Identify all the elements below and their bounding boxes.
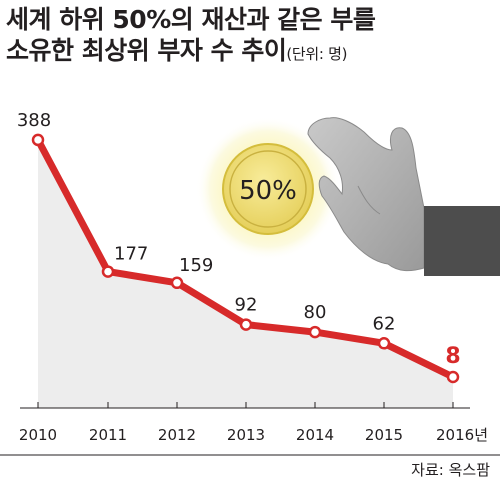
- data-point: [170, 276, 184, 290]
- coin-inner-ring: [229, 150, 307, 228]
- coin-illustration: 50%: [196, 117, 340, 261]
- title-line-1: 세계 하위 50%의 재산과 같은 부를: [6, 5, 376, 34]
- title-line-2-text: 소유한 최상위 부자 수 추이: [6, 36, 287, 65]
- plot-area: 388 177 159 92 80 62 8 2010 2011 2012 2013 2014 2015: [0, 110, 500, 456]
- data-point: [239, 318, 253, 331]
- data-point: [31, 133, 45, 147]
- x-tick-label: 2012: [158, 426, 196, 444]
- x-tick-label: 2013: [227, 426, 265, 444]
- hand-illustration: [307, 117, 500, 276]
- data-point: [308, 325, 322, 339]
- data-point: [446, 370, 460, 384]
- hand-icon: [307, 117, 425, 272]
- data-label: 80: [304, 302, 327, 323]
- title-line-2: 소유한 최상위 부자 수 추이(단위: 명): [6, 35, 375, 70]
- data-point: [377, 337, 391, 350]
- x-tick-label: 2011: [89, 426, 127, 444]
- source-note: 자료: 옥스팜: [411, 461, 490, 479]
- data-label: 388: [17, 110, 51, 131]
- coin: [222, 143, 314, 235]
- x-tick-label-2016: 2016년: [436, 426, 488, 444]
- data-label: 92: [235, 295, 258, 316]
- chart-title: 세계 하위 50%의 재산과 같은 부를 소유한 최상위 부자 수 추이(단위:…: [6, 4, 376, 70]
- data-point: [101, 265, 115, 278]
- coin-label: 50%: [239, 176, 297, 206]
- unit-label: (단위: 명): [286, 45, 348, 63]
- x-tick-label: 2015: [365, 426, 403, 444]
- data-label: 8: [445, 344, 460, 369]
- data-label: 159: [179, 255, 213, 276]
- x-tick-label: 2014: [296, 426, 334, 444]
- data-label: 62: [373, 313, 396, 334]
- hand-crease: [357, 185, 381, 215]
- x-tick-label: 2010: [19, 426, 57, 444]
- sleeve-cuff: [424, 206, 500, 276]
- data-label: 177: [114, 244, 148, 265]
